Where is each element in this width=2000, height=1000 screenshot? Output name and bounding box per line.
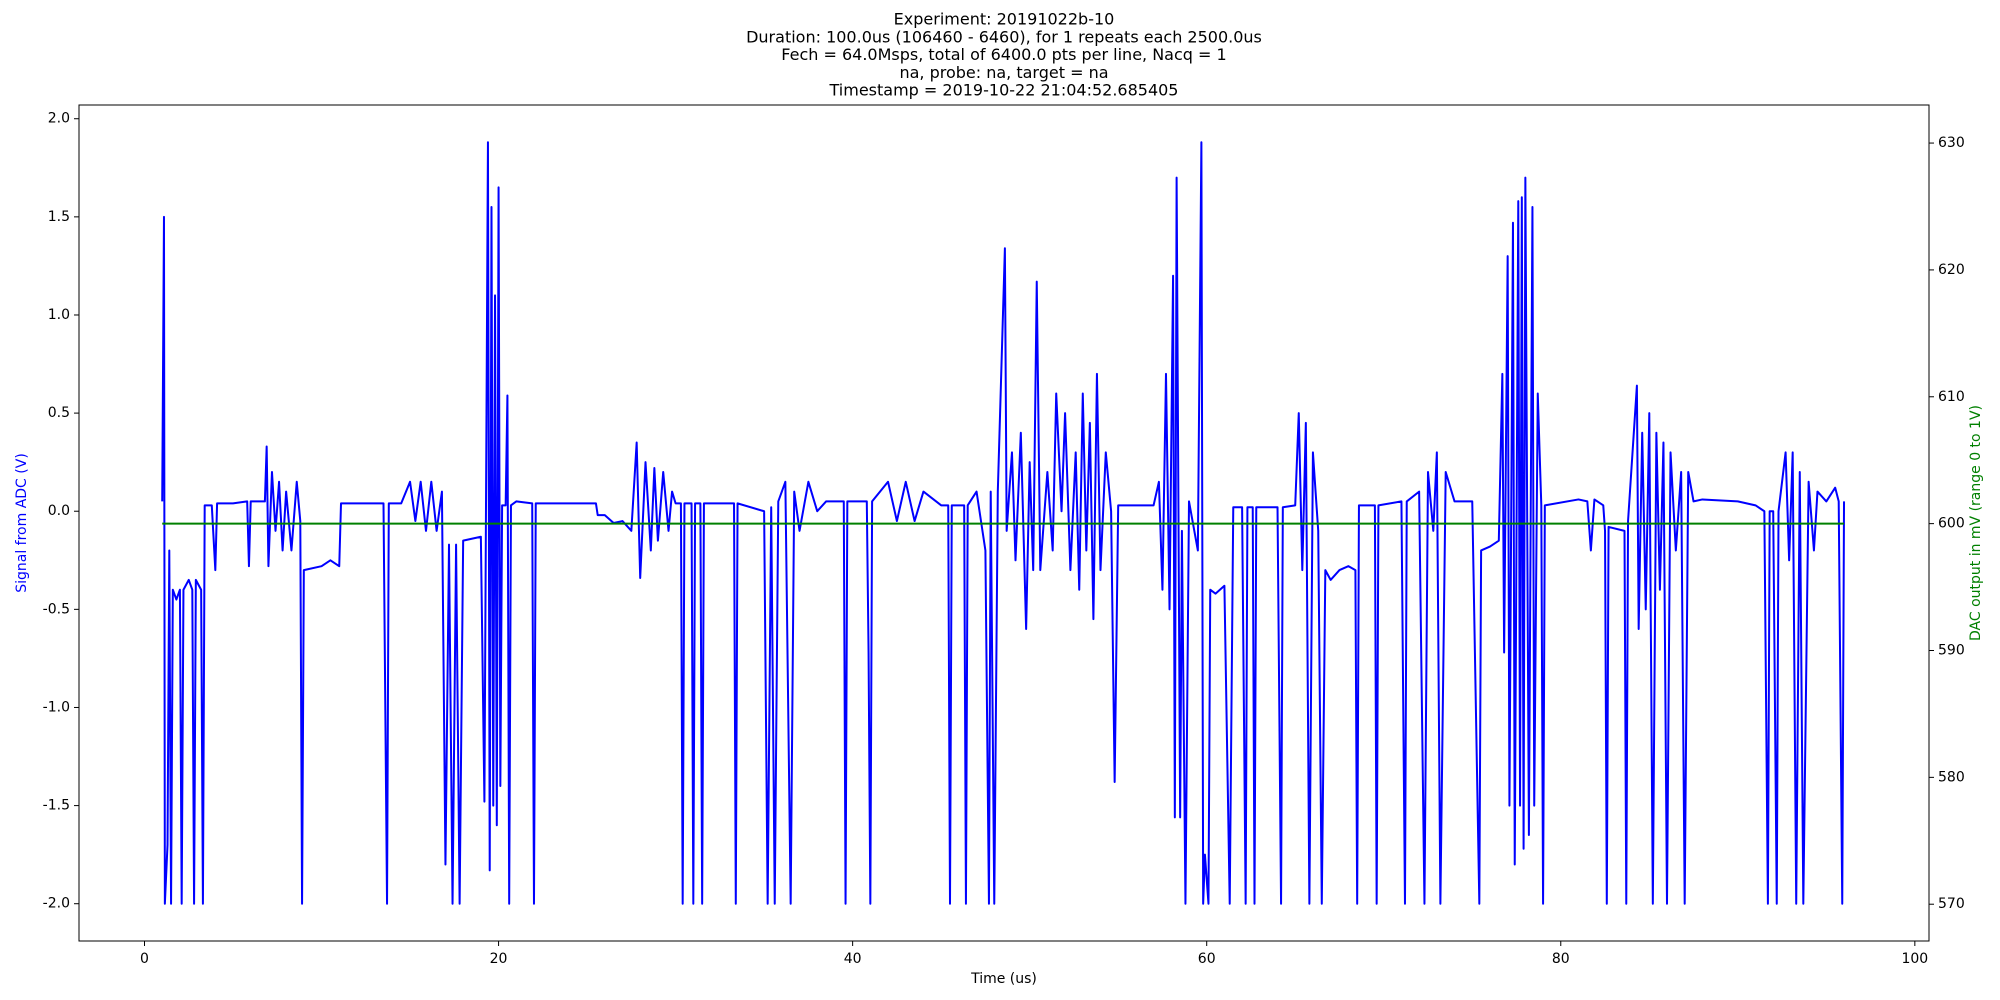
chart-title: Fech = 64.0Msps, total of 6400.0 pts per… (781, 45, 1226, 64)
chart-title: Experiment: 20191022b-10 (894, 10, 1115, 29)
y2-tick-label: 610 (1938, 389, 1965, 405)
y2-tick-label: 620 (1938, 262, 1965, 278)
chart-title: na, probe: na, target = na (899, 63, 1108, 82)
y-tick-label: -2.0 (43, 896, 70, 912)
y2-tick-label: 570 (1938, 896, 1965, 912)
y2-tick-label: 580 (1938, 769, 1965, 785)
x-tick-label: 0 (140, 951, 149, 967)
y2-axis-label: DAC output in mV (range 0 to 1V) (1968, 405, 1984, 641)
y2-tick-label: 600 (1938, 516, 1965, 532)
x-tick-label: 60 (1198, 951, 1216, 967)
y-tick-label: 1.5 (48, 209, 70, 225)
x-axis-label: Time (us) (970, 971, 1037, 987)
plot-frame (78, 104, 1930, 942)
y-tick-label: 1.0 (48, 307, 70, 323)
x-tick-label: 100 (1901, 951, 1928, 967)
y-tick-label: -1.0 (43, 699, 70, 715)
y-tick-label: 2.0 (48, 111, 70, 127)
y-tick-label: -0.5 (43, 601, 70, 617)
x-tick-label: 40 (844, 951, 862, 967)
y2-tick-label: 590 (1938, 642, 1965, 658)
y-tick-label: 0.5 (48, 405, 70, 421)
chart-title: Duration: 100.0us (106460 - 6460), for 1… (746, 27, 1262, 46)
y-tick-label: 0.0 (48, 503, 70, 519)
y-axis-label: Signal from ADC (V) (14, 453, 30, 593)
series-line (161, 141, 1846, 905)
x-tick-label: 20 (490, 951, 508, 967)
y2-tick-label: 630 (1938, 135, 1965, 151)
x-tick-label: 80 (1552, 951, 1570, 967)
chart-title: Timestamp = 2019-10-22 21:04:52.685405 (829, 81, 1179, 100)
y-tick-label: -1.5 (43, 798, 70, 814)
